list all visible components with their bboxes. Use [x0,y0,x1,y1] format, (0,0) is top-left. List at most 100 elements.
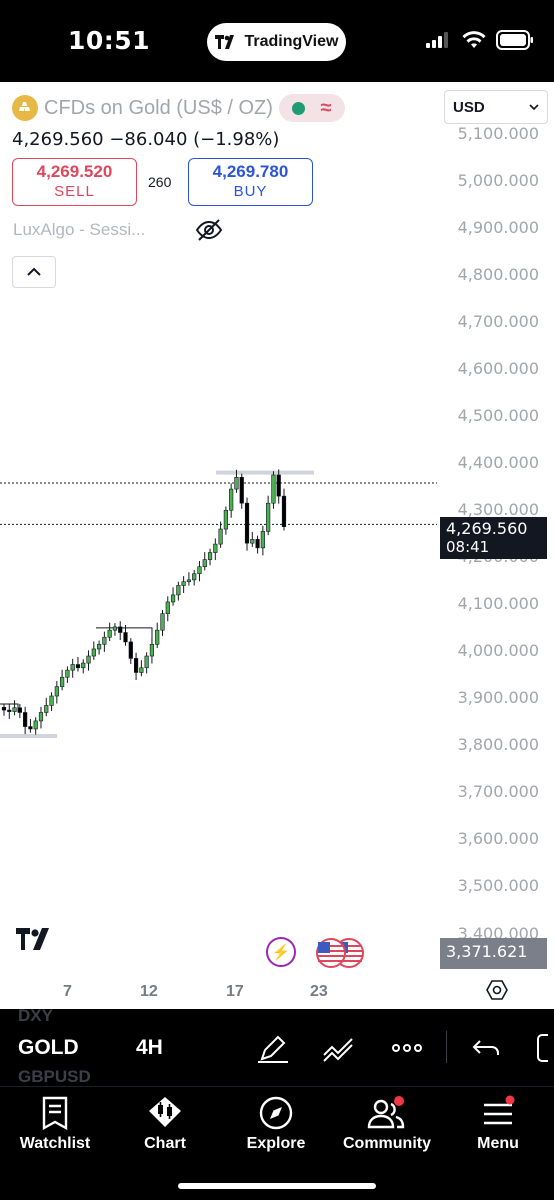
candle [128,638,133,665]
nav-chart[interactable]: Chart [110,1095,220,1153]
nav-explore-label: Explore [246,1135,306,1152]
candle [1,703,7,716]
price-axis-label: 4,700.000 [457,312,539,332]
candle [260,525,265,556]
candle [271,471,276,509]
home-indicator [178,1183,376,1189]
candle [192,569,197,586]
last-price-change: 4,269.560 −86.040 (−1.98%) [12,129,280,150]
buy-button[interactable]: 4,269.780 BUY [188,158,313,206]
candle [160,609,165,636]
chart-toolbar: DXY GOLD GBPUSD 4H [0,1006,554,1086]
symbol-scroll-prev[interactable]: DXY [18,1006,53,1025]
sell-label: SELL [54,183,95,200]
status-time: 10:51 [68,26,151,55]
nav-explore[interactable]: Explore [221,1095,331,1153]
toolbar-divider [446,1031,447,1063]
time-axis-label: 12 [140,983,158,1000]
price-axis-label: 5,000.000 [457,171,539,191]
candle [102,631,107,652]
symbol-title[interactable]: CFDs on Gold (US$ / OZ) [44,96,273,119]
candle [54,680,59,704]
candle [17,704,22,719]
collapse-legend-button[interactable] [12,256,56,288]
chart-tab-icon [149,1097,181,1127]
price-chart[interactable] [0,82,554,1009]
nav-menu[interactable]: Menu [443,1095,553,1153]
nav-community[interactable]: Community [332,1095,442,1153]
candle [144,652,149,674]
candle [44,697,49,717]
nav-watchlist-label: Watchlist [19,1135,91,1152]
price-axis-label: 4,400.000 [457,453,539,473]
price-axis-label: 3,900.000 [457,688,539,708]
candle [170,587,176,606]
low-price-label: 3,371.621 [440,938,547,969]
interval-selector[interactable]: 4H [136,1036,163,1059]
flash-icon[interactable]: ⚡ [266,937,296,967]
price-axis-label: 4,100.000 [457,594,539,614]
data-delay-icon: ≈ [320,97,332,119]
eye-hidden-icon[interactable] [195,218,223,242]
tradingview-pill-label: TradingView [244,33,339,50]
candle [281,488,287,531]
price-axis-label: 3,400.000 [457,923,539,943]
hamburger-menu-icon [484,1095,515,1125]
us-events-icon[interactable] [315,937,365,969]
community-icon [367,1096,405,1129]
nav-community-label: Community [343,1135,431,1152]
signal-icon [426,32,448,48]
market-open-icon [292,101,306,115]
candle [23,706,28,735]
candle [181,576,186,594]
tradingview-watermark-icon[interactable] [16,928,60,950]
currency-value: USD [453,98,485,116]
market-status-pill[interactable]: ≈ [278,94,345,122]
buy-price: 4,269.780 [212,162,289,181]
candle [176,581,181,601]
tradingview-pill[interactable]: TradingView [207,23,346,61]
symbol-scroll-next[interactable]: GBPUSD [18,1067,91,1086]
time-axis-label: 7 [63,983,72,1000]
candle [239,473,244,509]
bottom-navigation: Watchlist Chart Explore Community [0,1086,554,1200]
candle [276,469,281,504]
price-axis-label: 4,500.000 [457,406,539,426]
price-axis-label: 5,100.000 [457,124,539,143]
candle [70,658,75,678]
symbol-header[interactable]: CFDs on Gold (US$ / OZ) ≈ [12,94,345,122]
candle [65,666,70,683]
nav-chart-label: Chart [144,1135,186,1152]
buy-label: BUY [233,183,268,200]
candle [133,652,139,681]
currency-select[interactable]: USD [444,90,548,124]
battery-icon [496,30,533,50]
candle [244,497,250,551]
indicator-legend[interactable]: LuxAlgo - Sessi... [13,220,146,239]
sell-button[interactable]: 4,269.520 SELL [12,158,137,206]
chevron-down-icon [529,104,539,111]
undo-icon[interactable] [470,1031,502,1065]
candle [139,660,144,677]
more-options-icon[interactable] [390,1031,424,1065]
candle [207,548,213,566]
sell-price: 4,269.520 [36,162,113,181]
drawing-tools-icon[interactable] [256,1031,290,1065]
fullscreen-icon[interactable] [534,1031,554,1065]
compass-icon [259,1096,293,1130]
nav-watchlist[interactable]: Watchlist [0,1095,110,1153]
candle [266,495,271,536]
wifi-icon [462,31,486,48]
symbol-selector[interactable]: GOLD [18,1036,79,1059]
chevron-up-icon [27,267,41,276]
time-axis-label: 23 [310,983,328,1000]
chart-area[interactable]: CFDs on Gold (US$ / OZ) ≈ USD 4,269.560 … [0,82,554,1009]
candle [234,469,239,493]
price-axis-label: 3,800.000 [457,735,539,755]
axis-settings-icon[interactable] [486,979,508,1001]
indicators-icon[interactable] [322,1031,356,1065]
candle [255,535,260,554]
candle [229,483,234,518]
candle [38,706,44,729]
candle [186,572,192,586]
